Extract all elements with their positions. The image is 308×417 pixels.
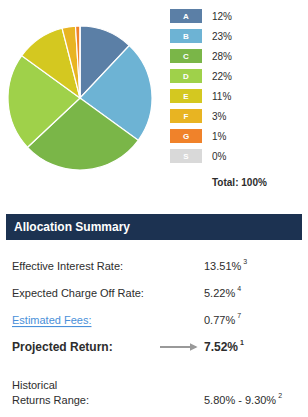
legend-value: 3%: [212, 111, 227, 122]
legend-swatch: [170, 49, 202, 63]
legend-item: A 12%: [170, 9, 232, 23]
row-note: 4: [237, 285, 241, 292]
summary-table: Allocation Summary Effective Interest Rat…: [6, 214, 302, 406]
legend-value: 23%: [212, 31, 232, 42]
row-value: 0.77%: [204, 314, 235, 326]
row-label: Effective Interest Rate:: [12, 260, 123, 272]
legend: A 12% B 23% C 28% D 22% E 11% F 3% G 1% S 0% Total: 100%: [170, 9, 267, 188]
row-value: 5.80% - 9.30%: [204, 394, 276, 406]
legend-item: S 0%: [170, 149, 227, 163]
legend-label: S: [183, 152, 189, 161]
legend-swatch: [170, 109, 202, 123]
pie-slice: [79, 26, 80, 98]
legend-item: C 28%: [170, 49, 232, 63]
legend-label: A: [183, 12, 189, 21]
legend-label: C: [183, 52, 189, 61]
row-value: 5.22%: [204, 287, 235, 299]
row-value: 7.52%: [204, 340, 238, 354]
legend-label: D: [183, 72, 189, 81]
row-label: Projected Return:: [12, 340, 113, 354]
legend-swatch: [170, 9, 202, 23]
legend-value: 11%: [212, 91, 231, 102]
legend-item: F 3%: [170, 109, 227, 123]
pie-slice: [75, 26, 80, 98]
row-note: 2: [278, 392, 282, 399]
legend-value: 1%: [212, 131, 227, 142]
table-header-bar: [6, 214, 302, 240]
legend-swatch: [170, 149, 202, 163]
row-note: 1: [240, 339, 244, 346]
legend-label: B: [183, 32, 189, 41]
legend-value: 0%: [212, 151, 227, 162]
legend-item: D 22%: [170, 69, 232, 83]
page: A 12% B 23% C 28% D 22% E 11% F 3% G 1% S 0% Total: 100%…: [0, 0, 308, 417]
legend-swatch: [170, 129, 202, 143]
legend-label: E: [183, 92, 189, 101]
legend-item: G 1%: [170, 129, 227, 143]
legend-item: E 11%: [170, 89, 231, 103]
row-label: Returns Range:: [12, 394, 89, 406]
table-header: Allocation Summary: [14, 220, 130, 234]
row-note: 3: [243, 258, 247, 265]
row-note: 7: [237, 312, 241, 319]
legend-label: F: [184, 112, 189, 121]
row-label: Estimated Fees:: [12, 314, 91, 326]
pie-slice: [62, 26, 80, 98]
legend-swatch: [170, 29, 202, 43]
annotation: Total: 100%: [212, 177, 267, 188]
legend-swatch: [170, 89, 202, 103]
row-label: Historical: [12, 379, 57, 391]
legend-value: 28%: [212, 51, 232, 62]
row-value: 13.51%: [204, 260, 242, 272]
legend-label: G: [183, 132, 189, 141]
row-arrow: [160, 346, 196, 348]
legend-value: 12%: [212, 11, 232, 22]
legend-item: B 23%: [170, 29, 232, 43]
pie: [8, 26, 152, 170]
legend-swatch: [170, 69, 202, 83]
row-label: Expected Charge Off Rate:: [12, 287, 144, 299]
legend-value: 22%: [212, 71, 232, 82]
